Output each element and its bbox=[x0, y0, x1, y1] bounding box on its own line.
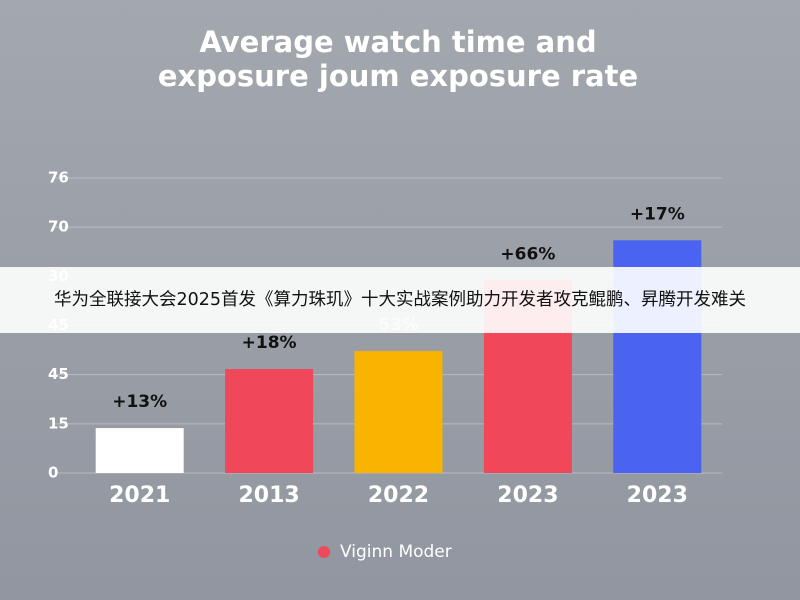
bar bbox=[354, 351, 443, 473]
annotation: +66% bbox=[500, 244, 555, 264]
legend-label: Viginn Moder bbox=[340, 542, 452, 562]
y-tick-label: 76 bbox=[48, 169, 69, 187]
bar bbox=[95, 428, 184, 473]
x-tick-label: 2021 bbox=[109, 483, 170, 508]
chart-title: exposure joum exposure rate bbox=[158, 59, 638, 93]
annotation: +18% bbox=[242, 333, 297, 353]
banner bbox=[0, 267, 800, 333]
y-tick-label: 70 bbox=[48, 218, 69, 236]
annotation: +17% bbox=[630, 204, 685, 224]
x-tick-label: 2022 bbox=[368, 483, 429, 508]
x-tick-label: 2013 bbox=[238, 483, 299, 508]
bar bbox=[225, 369, 314, 473]
y-tick-label: 0 bbox=[48, 464, 58, 482]
annotation: +13% bbox=[112, 392, 167, 412]
y-tick-label: 45 bbox=[48, 365, 69, 383]
legend-swatch bbox=[318, 546, 330, 558]
y-tick-label: 15 bbox=[48, 414, 69, 432]
x-tick-label: 2023 bbox=[627, 483, 688, 508]
banner-text: 华为全联接大会2025首发《算力珠玑》十大实战案例助力开发者攻克鲲鹏、昇腾开发难… bbox=[54, 290, 746, 310]
chart-title: Average watch time and bbox=[199, 25, 596, 59]
x-tick-label: 2023 bbox=[497, 483, 558, 508]
